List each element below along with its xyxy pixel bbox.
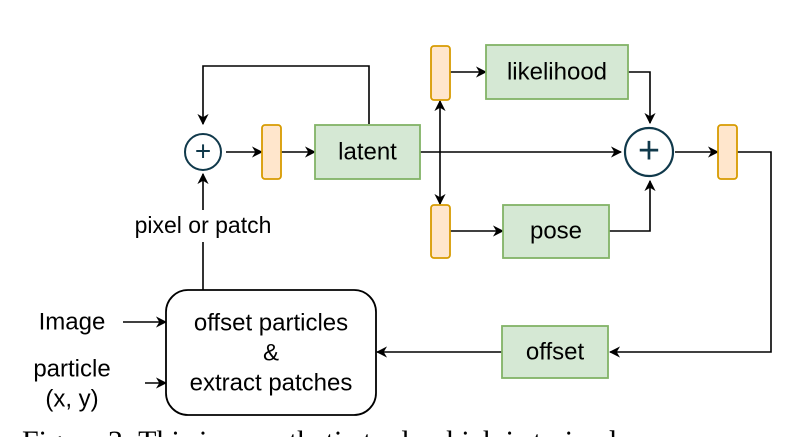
offset-box: offset (501, 325, 609, 379)
pose-box: pose (502, 204, 610, 259)
sum-node-small: + (184, 133, 222, 171)
pixel-or-patch-text: pixel or patch (135, 212, 272, 238)
particle-input-label: particle (33, 355, 110, 382)
likelihood-box: likelihood (485, 44, 629, 100)
arrow-pose-to-sum (609, 179, 656, 232)
sum-node-large: + (623, 126, 675, 178)
sum-symbol: + (195, 135, 211, 166)
gate-output (717, 124, 738, 180)
process-line-2: & (263, 339, 279, 366)
gate-input (261, 124, 282, 180)
arrow-likelihood-to-sum (628, 71, 656, 125)
figure-caption: Figure 3: This is a synthetic tool, whic… (22, 425, 616, 437)
process-line-1: offset particles (194, 309, 348, 336)
latent-box: latent (314, 124, 421, 180)
gate-likelihood (430, 45, 451, 101)
pose-label: pose (530, 217, 582, 244)
pixel-or-patch-label: pixel or patch (124, 210, 282, 242)
gate-pose (430, 204, 451, 259)
sum-symbol: + (638, 130, 660, 172)
image-input-label: Image (39, 308, 106, 335)
arrow-gate-to-offset (608, 151, 772, 358)
process-box: offset particles & extract patches (165, 289, 377, 416)
feedback-arrow (197, 65, 370, 126)
process-line-3: extract patches (190, 369, 353, 396)
offset-label: offset (526, 338, 585, 365)
latent-label: latent (338, 138, 397, 165)
likelihood-label: likelihood (507, 58, 607, 85)
gates (261, 45, 738, 259)
particle-input-coords: (x, y) (45, 385, 98, 412)
